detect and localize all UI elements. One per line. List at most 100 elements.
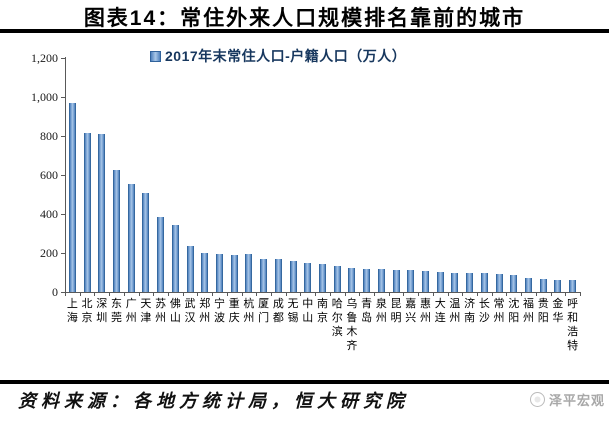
x-axis-label: 青岛 (361, 298, 373, 324)
x-axis-tick (403, 292, 405, 296)
bar (377, 269, 385, 292)
bar (127, 183, 135, 292)
bar (363, 268, 371, 292)
bar (68, 103, 76, 292)
x-axis-label: 重庆 (228, 298, 240, 324)
x-axis-label: 中山 (302, 298, 314, 324)
x-axis-tick (565, 292, 567, 296)
bar (348, 268, 356, 292)
y-axis-line (65, 57, 66, 292)
x-axis-tick (418, 292, 420, 296)
y-axis-tick (61, 58, 65, 60)
x-axis-tick (462, 292, 464, 296)
bar (171, 225, 179, 292)
x-axis-tick (506, 292, 508, 296)
bar (157, 216, 165, 292)
y-axis-tick-label: 800 (40, 129, 58, 144)
watermark: 泽平宏观 (529, 390, 605, 409)
bar (186, 245, 194, 292)
x-axis-line (65, 292, 581, 293)
bar (539, 279, 547, 292)
x-axis-tick (388, 292, 390, 296)
x-axis-label: 郑州 (199, 298, 211, 324)
y-axis-tick-label: 200 (40, 246, 58, 261)
x-axis-label: 北京 (81, 298, 93, 324)
bottom-divider (0, 380, 609, 384)
x-axis-label: 东莞 (110, 298, 122, 324)
x-axis-label: 贵阳 (537, 298, 549, 324)
x-axis-label: 常州 (493, 298, 505, 324)
y-axis-tick-label: 1,200 (31, 51, 58, 66)
x-axis-label: 嘉兴 (405, 298, 417, 324)
chart-legend: 2017年末常住人口-户籍人口（万人） (150, 46, 406, 66)
y-axis-tick-label: 1,000 (31, 90, 58, 105)
x-axis-tick (315, 292, 317, 296)
x-axis-label: 惠州 (419, 298, 431, 324)
x-axis-label: 温州 (449, 298, 461, 324)
x-axis-label: 大连 (434, 298, 446, 324)
x-axis-tick (359, 292, 361, 296)
x-axis-label: 昆明 (390, 298, 402, 324)
x-axis-tick (182, 292, 184, 296)
x-axis-label: 上海 (66, 298, 78, 324)
x-axis-label: 杭州 (243, 298, 255, 324)
bar (245, 254, 253, 292)
x-axis-label: 深圳 (96, 298, 108, 324)
bar (142, 192, 150, 292)
x-axis-label: 武汉 (184, 298, 196, 324)
watermark-text: 泽平宏观 (548, 393, 605, 408)
bar (554, 279, 562, 292)
x-axis-tick (344, 292, 346, 296)
bar (436, 272, 444, 292)
x-axis-tick (212, 292, 214, 296)
bar (274, 258, 282, 292)
y-axis-tick (61, 175, 65, 177)
x-axis-tick (123, 292, 125, 296)
bar (230, 254, 238, 292)
bar (216, 253, 223, 292)
bar (260, 258, 268, 292)
bar (319, 263, 326, 292)
x-axis-label: 厦门 (258, 298, 270, 324)
x-axis-tick (550, 292, 552, 296)
y-axis-tick-label: 0 (52, 285, 58, 299)
top-divider (0, 29, 609, 33)
bar (569, 279, 577, 292)
bar (333, 265, 341, 292)
x-axis-label: 苏州 (155, 298, 167, 324)
chart-title: 图表14：常住外来人口规模排名靠前的城市 (83, 7, 526, 30)
bar (466, 273, 474, 292)
x-axis-tick (226, 292, 228, 296)
bar (525, 278, 532, 292)
x-axis-label: 金华 (552, 298, 564, 324)
x-axis-tick (491, 292, 493, 296)
x-axis-tick (521, 292, 523, 296)
source-note: 资料来源：各地方统计局，恒大研究院 (18, 391, 409, 411)
y-axis-tick (61, 97, 65, 99)
bar (407, 270, 415, 292)
x-axis-label: 无锡 (287, 298, 299, 324)
x-axis-tick (535, 292, 537, 296)
y-axis-tick (61, 253, 65, 255)
y-axis-tick (61, 214, 65, 216)
x-axis-label: 天津 (140, 298, 152, 324)
bar (83, 133, 91, 292)
x-axis-label: 呼和浩特 (567, 298, 579, 352)
x-axis-label: 长沙 (478, 298, 490, 324)
x-axis-label: 广州 (125, 298, 137, 324)
x-axis-label: 南京 (316, 298, 328, 324)
x-axis-tick (138, 292, 140, 296)
bar (480, 273, 488, 292)
bar (510, 275, 518, 292)
x-axis-tick (94, 292, 96, 296)
x-axis-tick (432, 292, 434, 296)
x-axis-label: 泉州 (375, 298, 387, 324)
x-axis-label: 哈尔滨 (331, 298, 343, 338)
x-axis-label: 济南 (464, 298, 476, 324)
bar (289, 261, 297, 292)
x-axis-tick (580, 292, 581, 296)
x-axis-tick (197, 292, 199, 296)
x-axis-tick (300, 292, 302, 296)
y-axis-tick-label: 400 (40, 207, 58, 222)
